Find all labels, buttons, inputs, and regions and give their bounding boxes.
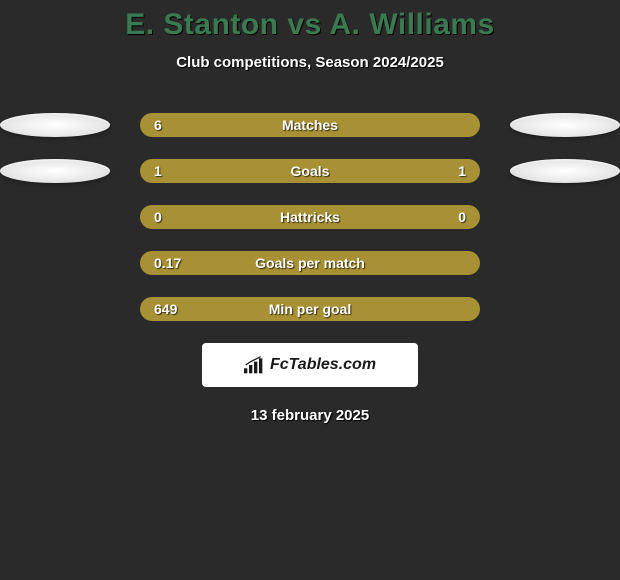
player-right-ellipse bbox=[510, 159, 620, 183]
comparison-card: E. Stanton vs A. Williams Club competiti… bbox=[0, 0, 620, 424]
stat-bar: 0 Hattricks 0 bbox=[140, 205, 480, 229]
logo-text: FcTables.com bbox=[270, 356, 376, 374]
stat-row: 6 Matches bbox=[0, 113, 620, 137]
ellipse-spacer bbox=[510, 297, 620, 321]
ellipse-spacer bbox=[0, 205, 110, 229]
stat-label: Goals bbox=[291, 163, 330, 179]
stat-row: 1 Goals 1 bbox=[0, 159, 620, 183]
ellipse-spacer bbox=[0, 251, 110, 275]
stat-bar: 0.17 Goals per match bbox=[140, 251, 480, 275]
stat-value-left: 649 bbox=[154, 301, 177, 317]
logo-badge: FcTables.com bbox=[202, 343, 418, 387]
stat-rows: 6 Matches 1 Goals 1 0 Hattricks 0 0.17 Goals per … bbox=[0, 113, 620, 321]
stat-label: Goals per match bbox=[255, 255, 365, 271]
player-left-ellipse bbox=[0, 159, 110, 183]
stat-row: 0 Hattricks 0 bbox=[0, 205, 620, 229]
stat-value-right: 0 bbox=[458, 209, 466, 225]
stat-value-left: 1 bbox=[154, 163, 162, 179]
chart-icon bbox=[244, 356, 264, 374]
stat-label: Matches bbox=[282, 117, 338, 133]
date-label: 13 february 2025 bbox=[0, 407, 620, 424]
stat-value-left: 6 bbox=[154, 117, 162, 133]
ellipse-spacer bbox=[510, 205, 620, 229]
stat-row: 649 Min per goal bbox=[0, 297, 620, 321]
stat-value-left: 0 bbox=[154, 209, 162, 225]
stat-label: Hattricks bbox=[280, 209, 340, 225]
stat-bar: 649 Min per goal bbox=[140, 297, 480, 321]
stat-value-left: 0.17 bbox=[154, 255, 181, 271]
stat-label: Min per goal bbox=[269, 301, 351, 317]
page-title: E. Stanton vs A. Williams bbox=[0, 8, 620, 42]
ellipse-spacer bbox=[0, 297, 110, 321]
ellipse-spacer bbox=[510, 251, 620, 275]
subtitle: Club competitions, Season 2024/2025 bbox=[0, 54, 620, 71]
stat-value-right: 1 bbox=[458, 163, 466, 179]
player-right-ellipse bbox=[510, 113, 620, 137]
player-left-ellipse bbox=[0, 113, 110, 137]
stat-row: 0.17 Goals per match bbox=[0, 251, 620, 275]
stat-bar: 1 Goals 1 bbox=[140, 159, 480, 183]
stat-bar: 6 Matches bbox=[140, 113, 480, 137]
